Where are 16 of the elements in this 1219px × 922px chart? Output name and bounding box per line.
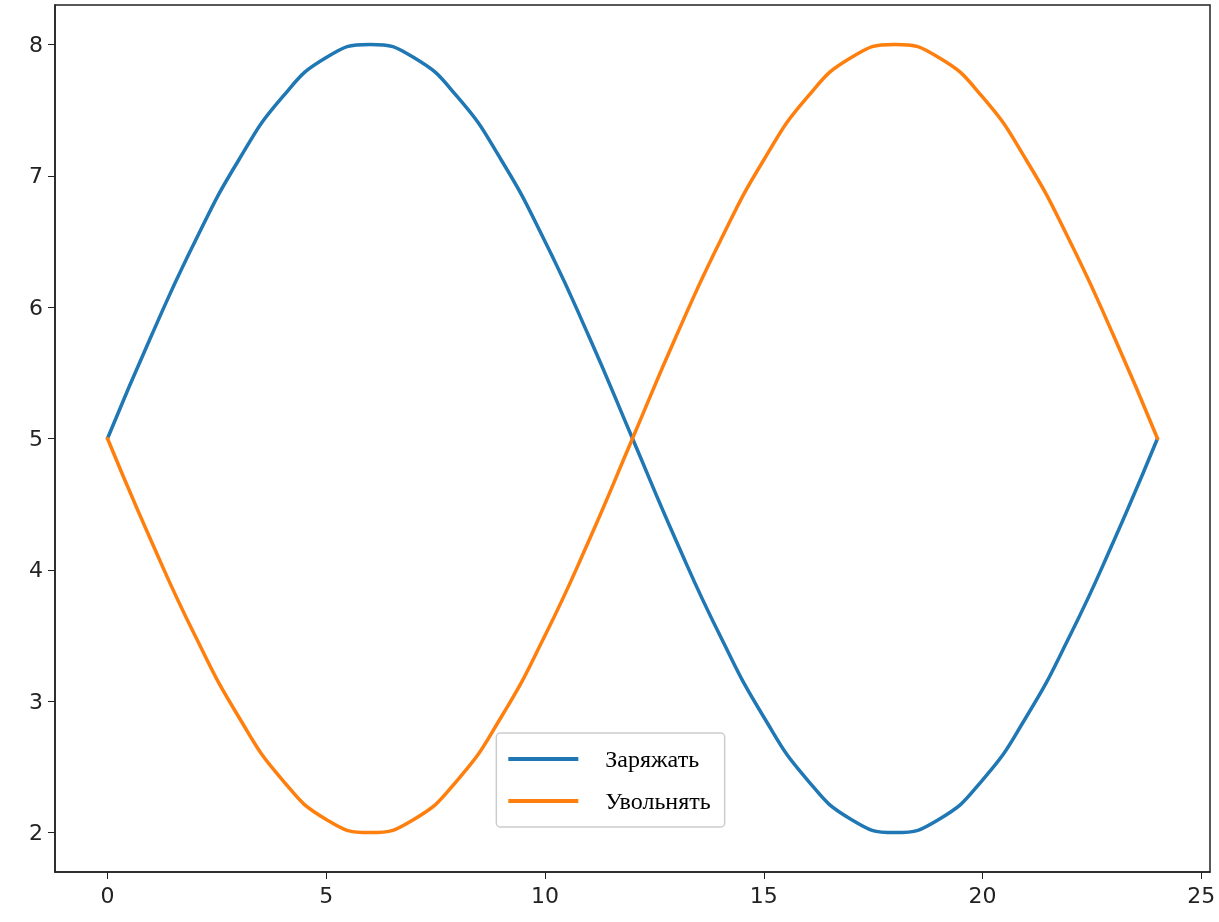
x-tick-label: 0	[100, 882, 115, 908]
y-tick-label: 6	[29, 294, 43, 320]
x-tick-label: 20	[968, 882, 997, 908]
x-tick-label: 25	[1187, 882, 1216, 908]
y-tick-label: 7	[29, 163, 43, 189]
legend-label: Увольнять	[605, 788, 711, 814]
x-tick-label: 10	[531, 882, 559, 908]
y-tick-label: 2	[29, 820, 43, 846]
x-tick-label: 15	[749, 882, 778, 908]
x-tick-label: 5	[319, 882, 334, 908]
y-tick-label: 5	[29, 426, 43, 451]
y-tick-label: 3	[29, 688, 43, 714]
y-tick-label: 4	[29, 557, 43, 583]
y-tick-label: 8	[29, 31, 43, 57]
line-series	[105, 42, 1160, 835]
legend-label: Заряжать	[605, 746, 700, 772]
